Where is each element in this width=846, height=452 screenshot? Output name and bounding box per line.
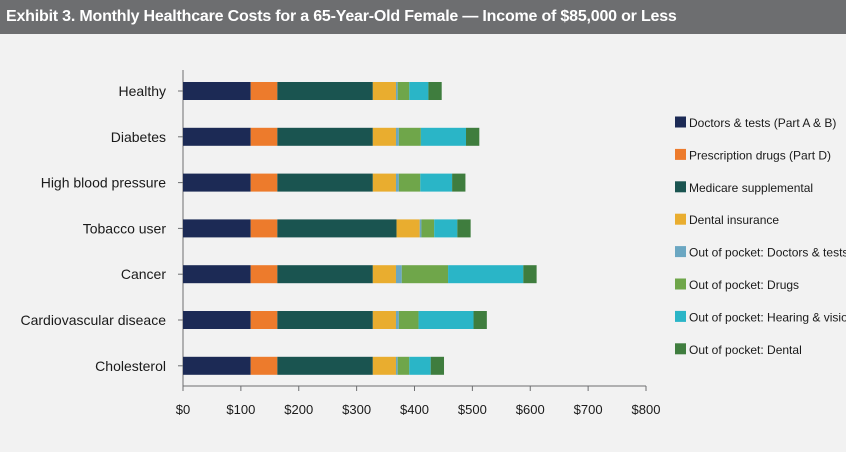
legend-swatch [675,310,686,322]
bar-segment [421,219,435,238]
x-tick-label: $700 [574,402,603,417]
bar-segment [183,173,251,192]
bar-segment [372,311,396,329]
bar-segment [395,173,399,192]
legend-label: Prescription drugs (Part D) [689,148,831,162]
legend-swatch [675,148,686,160]
bar-segment [452,173,466,192]
bar-segment [372,356,396,375]
bar-segment [397,82,410,100]
legend-label: Out of pocket: Doctors & tests [689,246,846,260]
category-label: Diabetes [111,129,166,145]
bar-segment [395,311,399,329]
legend-swatch [675,213,686,225]
category-label: Cardiovascular diseace [20,312,166,328]
bar-segment [401,265,449,284]
x-tick-label: $300 [342,402,371,417]
bar-segment [250,82,278,100]
x-tick-label: $600 [516,402,545,417]
bar-segment [448,265,524,284]
bar-segment [466,127,480,146]
legend-swatch [675,278,686,290]
bar-segment [250,265,278,284]
bar-segment [396,219,420,238]
bar-segment [419,219,422,238]
x-tick-label: $200 [284,402,313,417]
bar-segment [183,219,251,238]
bar-segment [397,356,410,375]
bar-segment [183,311,251,329]
bar-segment [277,265,373,284]
bar-segment [183,127,251,146]
category-label: Healthy [119,83,166,99]
x-tick-label: $100 [226,402,255,417]
x-tick-label: $500 [458,402,487,417]
bar-segment [418,311,474,329]
bar-segment [277,219,397,238]
bar-segment [277,311,373,329]
bar-segment [372,82,396,100]
bar-segment [398,173,421,192]
bar-segment [372,127,396,146]
bar-segment [428,82,442,100]
bar-segment [409,356,431,375]
bar-segment [250,356,278,375]
bar-segment [277,356,373,375]
legend-label: Doctors & tests (Part A & B) [689,116,836,130]
bar-segment [395,356,398,375]
bar-segment [277,82,373,100]
legend-label: Out of pocket: Drugs [689,278,799,292]
bar-segment [457,219,471,238]
bar-segment [420,173,453,192]
bar-segment [250,173,278,192]
bar-segment [420,127,467,146]
bar-segment [398,311,419,329]
bar-segment [372,265,396,284]
chart-title: Exhibit 3. Monthly Healthcare Costs for … [0,0,846,34]
legend-label: Medicare supplemental [689,181,813,195]
bar-segment [183,356,251,375]
legend-swatch [675,116,686,128]
bar-segment [250,127,278,146]
bar-segment [183,265,251,284]
legend-swatch [675,181,686,193]
bar-segment [277,127,373,146]
bar-segment [372,173,396,192]
category-label: Cholesterol [95,358,166,374]
bar-segment [250,219,278,238]
legend-label: Out of pocket: Hearing & visio [689,310,846,324]
bar-segment [430,356,445,375]
bar-segment [250,311,278,329]
legend-label: Dental insurance [689,213,779,227]
bar-segment [473,311,487,329]
bar-segment [434,219,458,238]
bar-segment [395,127,399,146]
category-label: Tobacco user [83,220,167,236]
legend-swatch [675,343,686,355]
x-tick-label: $800 [632,402,661,417]
bar-segment [395,82,398,100]
legend-swatch [675,246,686,258]
x-tick-label: $0 [176,402,190,417]
category-label: Cancer [121,266,166,282]
bar-segment [523,265,537,284]
bar-segment [409,82,429,100]
legend-label: Out of pocket: Dental [689,343,802,357]
bar-segment [395,265,402,284]
bar-segment [277,173,373,192]
bar-segment [183,82,251,100]
bar-segment [398,127,421,146]
x-tick-label: $400 [400,402,429,417]
category-label: High blood pressure [41,175,167,191]
